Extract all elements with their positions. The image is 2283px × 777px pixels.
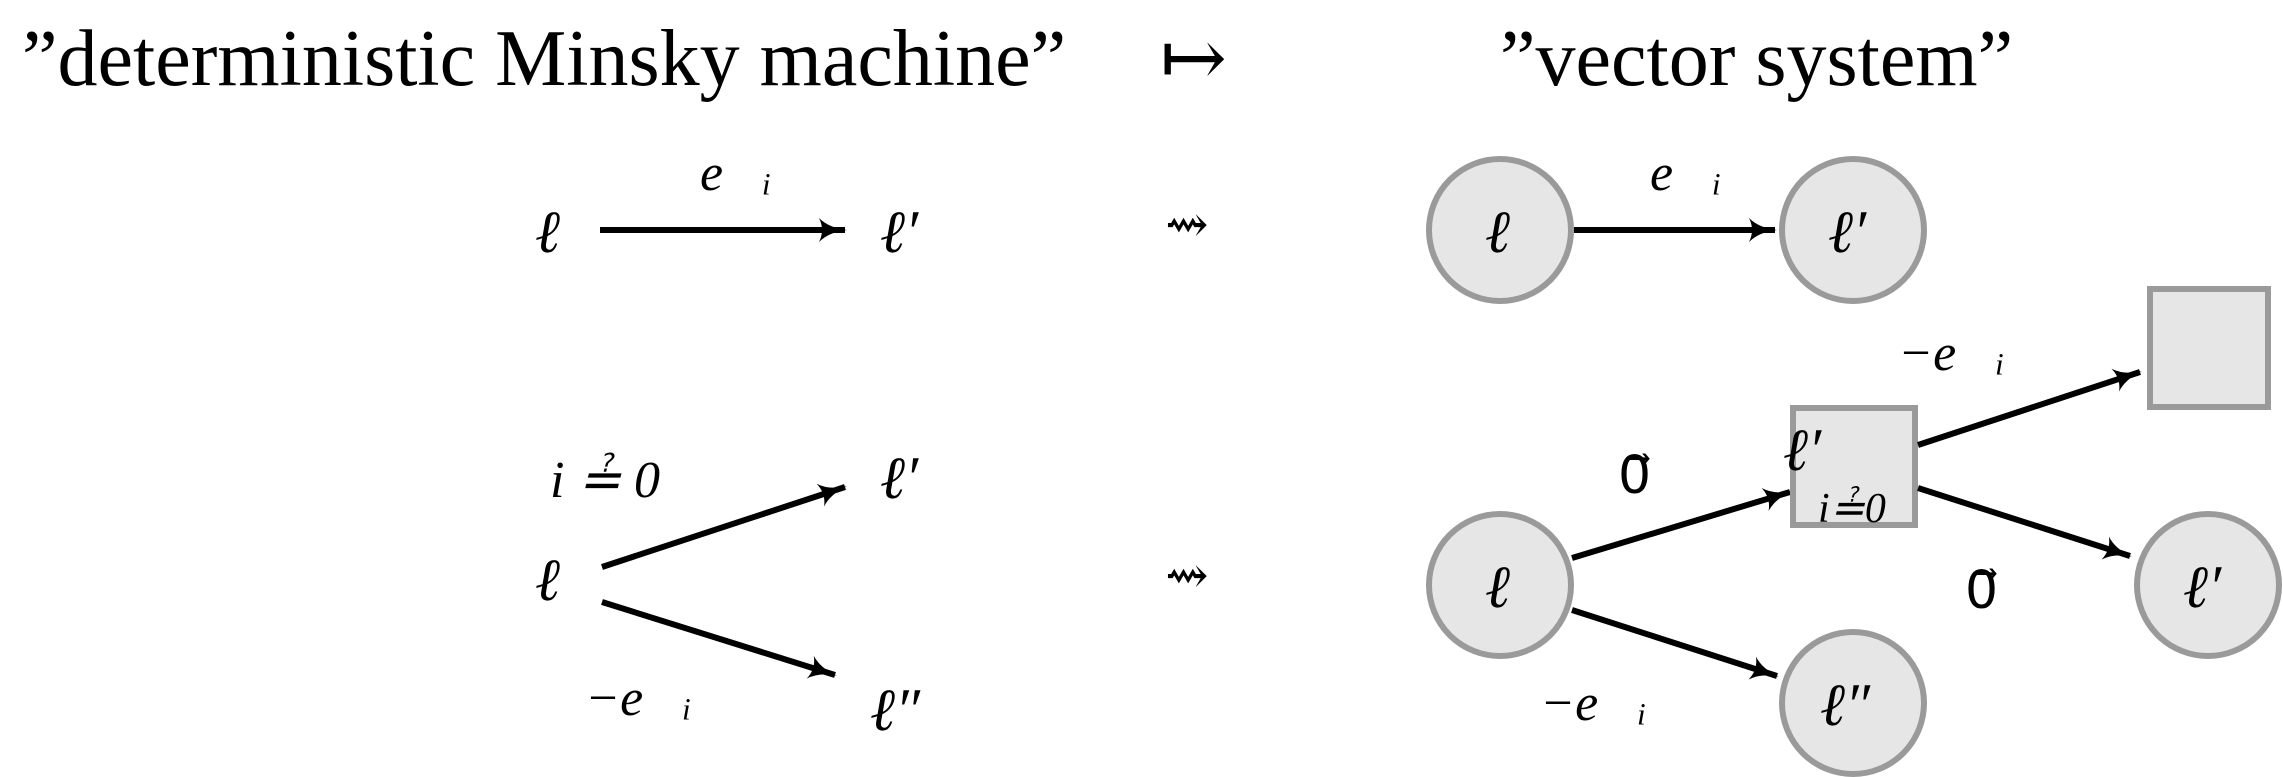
row2-right-node-bottom-label: ℓ″ [1820, 672, 1871, 738]
row2-right-edge-square-to-box [1917, 368, 2142, 448]
row1-transform-symbol: ⇝ [1165, 195, 1209, 255]
row1-right-target-node [1779, 156, 1927, 304]
row2-right-node-right [2134, 511, 2282, 659]
row1-right-edge-label: e⃗ᵢ [1650, 145, 1722, 202]
row2-right-edge-square-to-node [1917, 485, 2132, 560]
right-title: ”vector system” [1500, 15, 2013, 103]
row2-left-source: ℓ [535, 547, 560, 613]
row1-left-source: ℓ [535, 199, 560, 265]
row2-left-upper-target: ℓ′ [880, 445, 919, 511]
row1-right-source-label: ℓ [1485, 199, 1510, 265]
row2-right-mid-square-label: ℓ′ [1783, 417, 1822, 483]
row2-right-edge-square-to-box-label: −e⃗ᵢ [1898, 325, 2005, 382]
row2-left-test-label: i ≟ 0 [550, 452, 660, 509]
row2-left-upper-edge [601, 483, 847, 570]
row2-right-source-label: ℓ [1485, 554, 1510, 620]
row2-right-edge-to-square [1571, 488, 1792, 561]
row2-right-edge-to-bottom [1571, 607, 1779, 680]
row2-left-lower-target: ℓ″ [870, 677, 921, 743]
row2-right-node-right-label: ℓ′ [2183, 554, 2222, 620]
row2-left-lower-edge [601, 599, 837, 679]
row1-right-source-node [1426, 156, 1574, 304]
row1-right-target-label: ℓ′ [1828, 199, 1867, 265]
row2-right-mid-square [1790, 405, 1918, 528]
row2-right-node-bottom [1779, 629, 1927, 777]
row2-right-mid-square-sublabel: i≟0 [1818, 486, 1886, 532]
row2-right-edge-to-square-label: 0⃗ [1618, 448, 1651, 505]
row2-right-edge-to-bottom-label: −e⃗ᵢ [1540, 675, 1647, 732]
left-title: ”deterministic Minsky machine” [22, 15, 1066, 103]
mapsto-symbol: ↦ [1160, 15, 1227, 103]
row2-left-lower-edge-label: −e⃗ᵢ [585, 670, 692, 727]
row2-right-top-box [2147, 286, 2271, 410]
row2-transform-symbol: ⇝ [1165, 546, 1209, 606]
row2-right-edge-square-to-node-label: 0⃗ [1965, 563, 1998, 620]
row1-left-target: ℓ′ [880, 199, 919, 265]
row1-left-edge-label: e⃗ᵢ [700, 145, 772, 202]
row2-right-source-node [1426, 511, 1574, 659]
